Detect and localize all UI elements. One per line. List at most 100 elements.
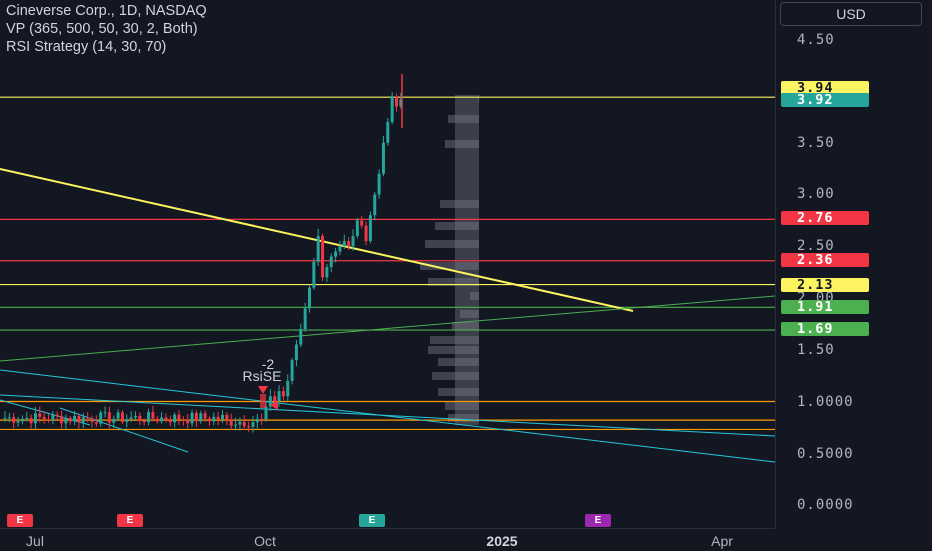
candle-body bbox=[164, 417, 168, 421]
candle-body bbox=[355, 220, 359, 236]
candle-body bbox=[203, 413, 207, 419]
time-axis-label: Apr bbox=[711, 533, 733, 549]
sell-signal-arrow bbox=[258, 386, 268, 394]
candle-body bbox=[107, 412, 111, 423]
candle-body bbox=[229, 419, 233, 426]
volume-profile-bar bbox=[445, 140, 479, 148]
yellow-trendline bbox=[0, 168, 634, 312]
candle-body bbox=[277, 391, 281, 402]
candle-body bbox=[112, 418, 116, 423]
candle-body bbox=[312, 261, 316, 288]
candle-body bbox=[86, 417, 90, 419]
candle-body bbox=[290, 360, 294, 381]
candle-body bbox=[360, 220, 364, 226]
price-tag: 3.92 bbox=[781, 93, 869, 107]
volume-profile-bar bbox=[448, 414, 479, 422]
candle-body bbox=[338, 246, 342, 252]
candle-body bbox=[268, 396, 272, 407]
price-axis-label: 0.0000 bbox=[797, 497, 854, 513]
candle-body bbox=[216, 416, 220, 420]
candle-body bbox=[273, 396, 277, 402]
sell-signal-arrow bbox=[270, 400, 278, 410]
candle-body bbox=[190, 412, 194, 424]
candle-body bbox=[381, 142, 385, 174]
candle-body bbox=[73, 415, 77, 422]
volume-profile-bar bbox=[478, 95, 479, 103]
candle-body bbox=[55, 414, 59, 417]
candle-body bbox=[199, 413, 203, 422]
candle-body bbox=[316, 235, 320, 262]
price-axis-label: 3.50 bbox=[797, 135, 835, 151]
candle-body bbox=[342, 241, 346, 247]
candle-body bbox=[25, 417, 29, 419]
candle-body bbox=[238, 421, 242, 425]
candle-body bbox=[234, 424, 238, 426]
candle-body bbox=[281, 391, 285, 397]
candle-body bbox=[142, 420, 146, 423]
candle-body bbox=[377, 173, 381, 195]
candle-body bbox=[12, 417, 16, 423]
currency-selector[interactable]: USD bbox=[780, 2, 922, 26]
candle-body bbox=[7, 417, 11, 419]
candle-body bbox=[116, 412, 120, 419]
volume-profile-bar bbox=[460, 310, 479, 318]
price-tag: 3.94 bbox=[781, 81, 869, 95]
candle-body bbox=[68, 418, 72, 422]
candle-body bbox=[42, 416, 46, 420]
earnings-badge[interactable]: E bbox=[7, 514, 33, 527]
candle-body bbox=[364, 225, 368, 242]
candle-body bbox=[129, 417, 133, 420]
candle-body bbox=[90, 418, 94, 423]
candle-body bbox=[308, 287, 311, 309]
candle-body bbox=[47, 419, 50, 421]
candle-body bbox=[186, 419, 190, 424]
time-axis-label: Oct bbox=[254, 533, 276, 549]
candle-body bbox=[212, 416, 216, 422]
candle-body bbox=[294, 344, 298, 361]
candle-body bbox=[155, 418, 159, 422]
volume-profile-bar bbox=[448, 115, 479, 123]
price-axis-label: 0.5000 bbox=[797, 446, 854, 462]
chart-legend: Cineverse Corp., 1D, NASDAQ VP (365, 500… bbox=[6, 2, 207, 56]
volume-profile-bar bbox=[432, 372, 479, 380]
candle-body bbox=[16, 421, 20, 423]
symbol-title[interactable]: Cineverse Corp., 1D, NASDAQ bbox=[6, 3, 207, 19]
candle-body bbox=[29, 417, 33, 424]
volume-profile-value-area bbox=[455, 95, 479, 425]
price-tag: 1.91 bbox=[781, 300, 869, 314]
price-axis-label: 1.0000 bbox=[797, 394, 854, 410]
candle-body bbox=[251, 422, 255, 427]
candle-body bbox=[38, 413, 42, 417]
price-axis[interactable] bbox=[775, 0, 932, 528]
candle-body bbox=[264, 406, 268, 420]
candle-body bbox=[373, 194, 377, 216]
volume-profile-bar bbox=[425, 240, 479, 248]
volume-profile-bar bbox=[435, 222, 479, 230]
time-axis[interactable] bbox=[0, 528, 775, 551]
teal-trendline bbox=[0, 394, 776, 437]
candle-body bbox=[390, 96, 394, 123]
candle-body bbox=[147, 412, 151, 423]
teal-trendline bbox=[59, 407, 189, 453]
earnings-badge[interactable]: E bbox=[585, 514, 611, 527]
candle-body bbox=[286, 380, 290, 397]
earnings-badge[interactable]: E bbox=[117, 514, 143, 527]
price-axis-label: 2.50 bbox=[797, 238, 835, 254]
earnings-badge[interactable]: E bbox=[359, 514, 385, 527]
volume-profile-indicator[interactable]: VP (365, 500, 50, 30, 2, Both) bbox=[6, 21, 198, 37]
price-axis-label: 3.00 bbox=[797, 186, 835, 202]
candle-body bbox=[334, 251, 338, 257]
rsi-strategy-indicator[interactable]: RSI Strategy (14, 30, 70) bbox=[6, 39, 167, 55]
volume-profile-bar bbox=[440, 200, 479, 208]
volume-profile-bar bbox=[470, 292, 479, 300]
signal-label: RsiSE bbox=[242, 368, 282, 384]
signal-count: -2 bbox=[261, 356, 275, 372]
time-axis-label: 2025 bbox=[486, 533, 518, 549]
candle-body bbox=[303, 308, 307, 330]
candle-body bbox=[386, 122, 390, 143]
candle-body bbox=[77, 415, 81, 423]
candle-body bbox=[20, 418, 24, 422]
candle-body bbox=[151, 412, 155, 419]
candle-body bbox=[81, 417, 85, 423]
